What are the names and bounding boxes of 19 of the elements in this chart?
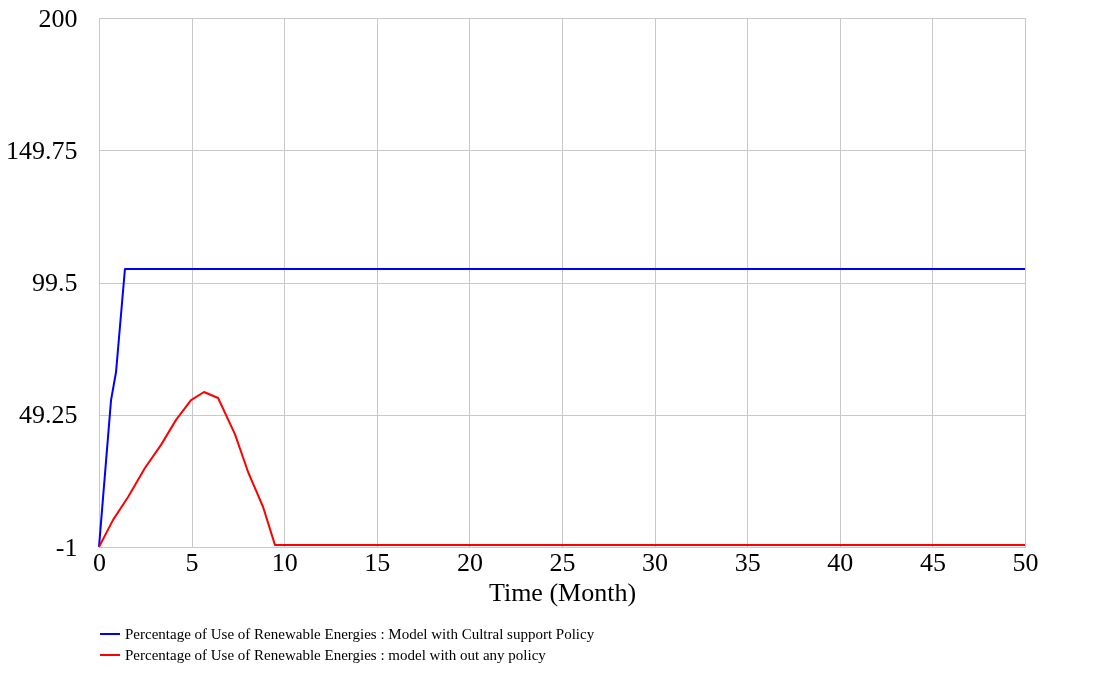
y-tick-label: 149.75 [6,135,78,165]
legend-label: Percentage of Use of Renewable Energies : Model with Cultral support Policy [125,626,595,642]
x-tick-label: 10 [271,547,298,577]
x-tick-label: 0 [93,547,106,577]
x-tick-label: 45 [919,547,946,577]
legend-label: Percentage of Use of Renewable Energies : model with out any policy [125,647,547,663]
x-tick-label: 20 [456,547,483,577]
x-tick-label: 25 [549,547,576,577]
y-tick-label: 49.25 [19,400,78,430]
x-tick-label: 40 [827,547,854,577]
x-tick-label: 5 [185,547,199,577]
x-tick-label: 30 [642,547,669,577]
y-tick-label: 200 [38,3,78,33]
x-axis-title: Time (Month) [488,577,637,607]
x-tick-label: 35 [734,547,761,577]
y-tick-label: -1 [55,532,78,562]
x-tick-label: 50 [1012,547,1039,577]
y-tick-label: 99.5 [32,268,78,297]
x-tick-label: 15 [364,547,391,577]
